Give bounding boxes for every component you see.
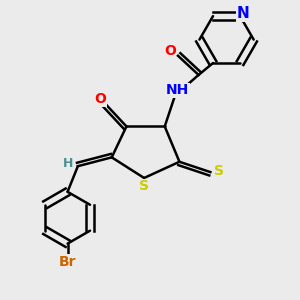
Text: H: H (63, 157, 74, 170)
Text: O: O (164, 44, 176, 58)
Text: S: S (139, 179, 148, 193)
Text: S: S (214, 164, 224, 178)
Text: O: O (94, 92, 106, 106)
Text: N: N (237, 6, 249, 21)
Text: NH: NH (166, 83, 189, 97)
Text: Br: Br (59, 255, 76, 269)
